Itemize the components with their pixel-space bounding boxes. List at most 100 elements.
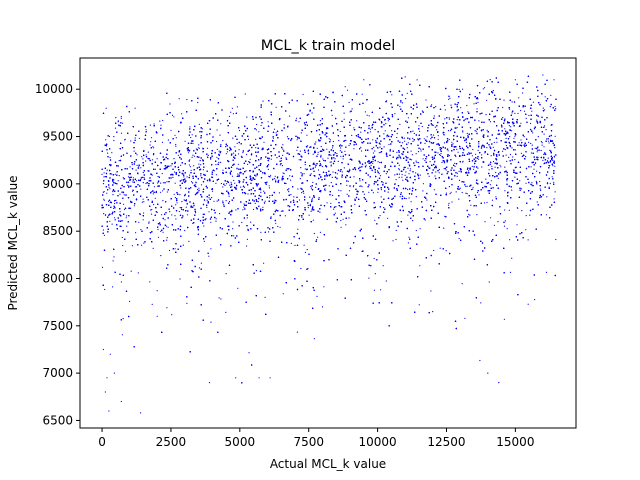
data-point [326,202,328,204]
data-point [512,156,514,158]
data-point [178,210,180,213]
data-point [551,176,553,178]
data-point [107,152,109,154]
data-point [206,147,209,149]
data-point [517,112,519,115]
data-point [443,142,446,144]
data-point [179,194,181,196]
data-point [200,262,202,264]
data-point [179,278,181,280]
chart-title: MCL_k train model [261,38,395,54]
data-point [336,173,338,175]
data-point [236,142,238,144]
data-point [186,214,189,216]
data-point [299,178,301,180]
data-point [124,139,126,141]
data-point [268,185,270,187]
data-point [326,148,328,150]
data-point [272,137,274,139]
data-point [447,130,450,132]
data-point [306,134,308,136]
data-point [467,111,469,113]
data-point [220,161,222,163]
data-point [278,179,280,181]
data-point [283,173,285,175]
data-point [407,142,409,144]
data-point [112,194,114,196]
data-point [143,177,145,179]
data-point [103,176,105,178]
data-point [191,134,193,136]
data-point [255,138,257,140]
data-point [210,158,212,160]
data-point [205,218,207,220]
data-point [485,114,487,116]
data-point [138,165,140,167]
data-point [530,142,532,145]
data-point [444,104,446,107]
data-point [439,247,441,249]
data-point [484,221,486,223]
data-point [525,215,527,217]
data-point [247,163,249,165]
data-point [440,152,442,155]
data-point [120,116,122,118]
data-point [466,193,468,195]
data-point [142,182,144,184]
data-point [101,173,103,175]
data-point [273,177,275,180]
data-point [545,129,547,131]
data-point [456,148,458,150]
data-point [215,218,217,220]
data-point [183,180,185,182]
data-point [413,132,415,135]
data-point [372,139,374,141]
data-point [120,132,123,134]
data-point [324,189,326,192]
data-point [380,189,382,191]
data-point [471,165,473,167]
data-point [330,154,332,156]
data-point [133,150,135,152]
data-point [122,244,124,247]
data-point [514,79,517,81]
data-point [273,128,276,130]
data-point [325,175,327,177]
data-point [533,168,535,170]
data-point [379,143,381,145]
data-point [448,202,450,204]
data-point [190,136,192,139]
data-point [236,106,238,108]
data-point [127,184,129,186]
data-point [150,213,153,215]
data-point [120,281,122,283]
data-point [546,196,548,198]
data-point [419,265,421,267]
data-point [456,126,458,129]
data-point [210,221,212,223]
data-point [263,190,265,192]
data-point [246,238,248,240]
data-point [347,180,349,182]
data-point [102,229,104,231]
data-point [300,132,302,134]
data-point [530,183,532,185]
data-point [175,143,177,146]
data-point [120,225,122,227]
data-point [542,159,544,161]
data-point [466,132,468,135]
data-point [554,105,556,108]
data-point [228,211,231,213]
data-point [320,154,322,156]
data-point [494,166,496,168]
data-point [470,189,473,191]
data-point [553,156,556,158]
data-point [138,137,140,139]
data-point [407,167,409,169]
data-point [111,173,113,175]
data-point [118,160,120,162]
data-point [300,172,302,174]
data-point [309,196,311,198]
data-point [415,196,417,198]
data-point [290,179,292,181]
